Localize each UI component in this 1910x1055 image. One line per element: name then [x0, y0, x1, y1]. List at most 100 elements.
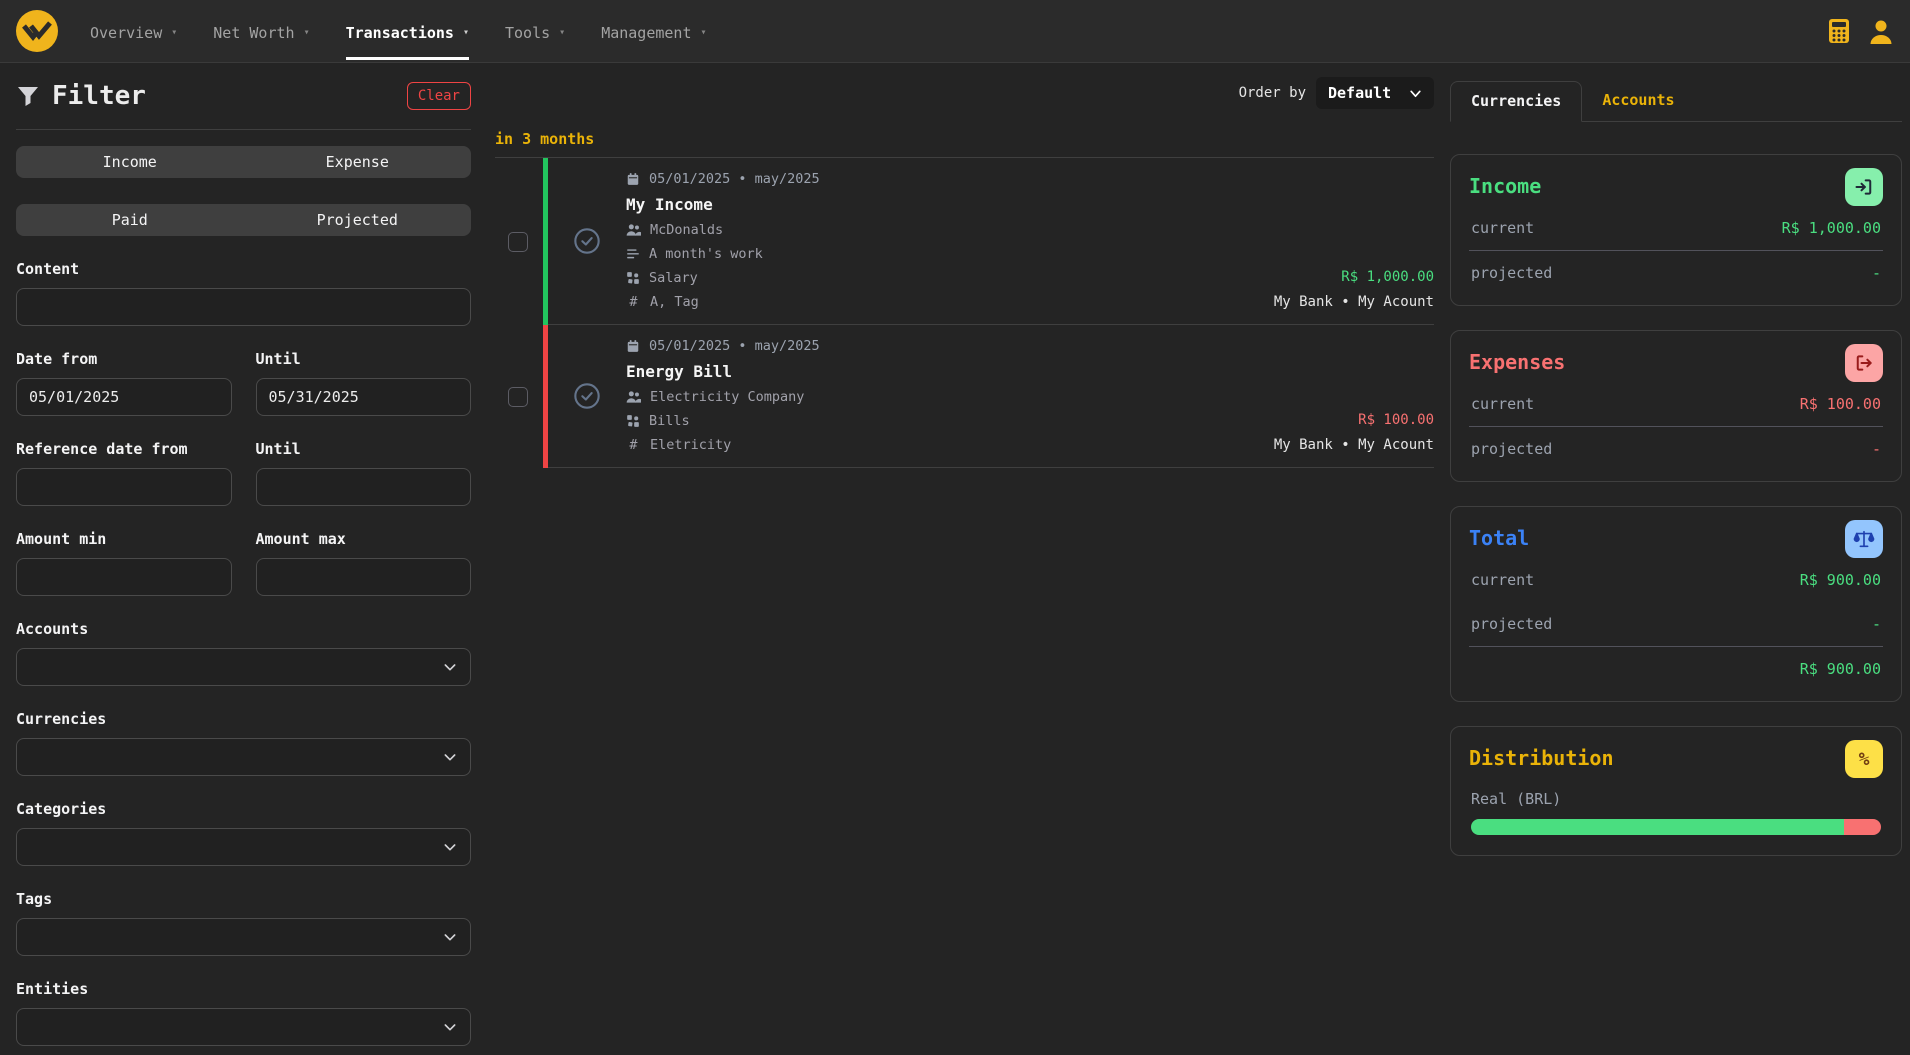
transaction-category-row: Salary: [626, 270, 1274, 286]
app-logo[interactable]: [16, 10, 58, 52]
user-button[interactable]: [1868, 18, 1894, 44]
expenses-current-row: current R$ 100.00: [1469, 382, 1883, 427]
categories-label: Categories: [16, 800, 107, 818]
entities-select[interactable]: [16, 1008, 471, 1046]
paid-status-icon[interactable]: [548, 227, 626, 255]
chevron-down-icon: [444, 754, 456, 761]
transaction-tags-row: # Eletricity: [626, 437, 1274, 453]
order-by-select[interactable]: Default: [1316, 77, 1434, 109]
amount-max-input[interactable]: [255, 558, 471, 596]
content-input[interactable]: [16, 288, 471, 326]
transaction-category: Salary: [649, 270, 698, 286]
chevron-down-icon: ▾: [700, 27, 707, 38]
checkbox-cell: [493, 325, 543, 468]
calculator-button[interactable]: [1828, 18, 1850, 44]
categories-select[interactable]: [16, 828, 471, 866]
transactions-panel: Order by Default in 3 months: [487, 63, 1450, 1055]
date-from-label: Date from: [16, 350, 98, 368]
nav-item-transactions[interactable]: Transactions ▾: [345, 3, 469, 60]
user-icon: [1870, 20, 1892, 44]
expense-toggle-button[interactable]: Expense: [325, 153, 389, 171]
row-label: current: [1471, 395, 1535, 413]
transaction-date-row: 05/01/2025 • may/2025: [626, 338, 1274, 354]
distribution-card: Distribution % Real (BRL): [1450, 726, 1902, 856]
date-until-label: Until: [255, 350, 301, 368]
income-card-header: Income: [1469, 168, 1883, 206]
sign-out-icon: [1845, 344, 1883, 382]
summary-tabs: Currencies Accounts: [1450, 81, 1902, 122]
amount-max-label: Amount max: [255, 530, 346, 548]
reference-date-until-input[interactable]: [255, 468, 471, 506]
distribution-card-header: Distribution %: [1469, 740, 1883, 778]
main-nav: Overview ▾ Net Worth ▾ Transactions ▾ To…: [72, 3, 725, 60]
nav-item-overview[interactable]: Overview ▾: [90, 3, 177, 60]
transaction-checkbox[interactable]: [508, 386, 528, 407]
total-card-title: Total: [1469, 526, 1530, 550]
reference-date-from-label: Reference date from: [16, 440, 188, 458]
hash-icon: #: [629, 294, 638, 310]
tags-select[interactable]: [16, 918, 471, 956]
row-label: projected: [1471, 440, 1553, 458]
accounts-select[interactable]: [16, 648, 471, 686]
transaction-account: My Bank • My Acount: [1273, 294, 1434, 310]
chevron-down-icon: [444, 844, 456, 851]
paid-status-icon[interactable]: [548, 382, 626, 410]
row-label: current: [1471, 219, 1535, 237]
transaction-accent-bar: [543, 158, 548, 325]
tab-currencies[interactable]: Currencies: [1450, 81, 1583, 122]
accounts-label: Accounts: [16, 620, 89, 638]
nav-label: Transactions: [345, 23, 454, 42]
amount-min-input[interactable]: [16, 558, 232, 596]
date-until-input[interactable]: [255, 378, 471, 416]
reference-date-from-input[interactable]: [16, 468, 232, 506]
transaction-description-row: A month's work: [626, 246, 1274, 262]
nav-item-management[interactable]: Management ▾: [601, 3, 706, 60]
row-value: R$ 100.00: [1799, 395, 1881, 413]
chevron-down-icon: [444, 664, 456, 671]
group-header: in 3 months: [495, 130, 1434, 158]
transaction-details: 05/01/2025 • may/2025 My Income McDonald…: [626, 171, 1274, 310]
chevron-down-icon: ▾: [559, 27, 566, 38]
transaction-category: Bills: [649, 413, 690, 429]
chevron-down-icon: ▾: [171, 27, 178, 38]
transaction-amount: R$ 1,000.00: [1341, 269, 1434, 285]
filter-panel: Filter Clear Income Expense Paid Project…: [0, 63, 487, 1055]
total-projected-row: projected -: [1469, 602, 1883, 647]
total-sum-value: R$ 900.00: [1799, 660, 1881, 678]
nav-item-net-worth[interactable]: Net Worth ▾: [213, 3, 309, 60]
row-label: projected: [1471, 615, 1553, 633]
projected-toggle-button[interactable]: Projected: [316, 211, 398, 229]
total-current-row: current R$ 900.00: [1469, 558, 1883, 602]
total-card-header: Total: [1469, 520, 1883, 558]
transaction-tags-row: # A, Tag: [626, 294, 1274, 310]
tab-accounts[interactable]: Accounts: [1602, 91, 1675, 109]
transaction-entity: McDonalds: [650, 222, 724, 238]
order-by-row: Order by Default: [493, 77, 1434, 109]
transaction-checkbox[interactable]: [508, 231, 528, 252]
transaction-tags: A, Tag: [650, 294, 699, 310]
check-circle-icon: [574, 382, 600, 409]
category-icon: [627, 415, 639, 427]
transaction-entity-row: McDonalds: [626, 222, 1274, 238]
check-circle-icon: [574, 227, 600, 254]
income-card-title: Income: [1469, 174, 1542, 198]
nav-item-tools[interactable]: Tools ▾: [505, 3, 565, 60]
clear-filter-button[interactable]: Clear: [406, 82, 471, 110]
wallet-logo-icon: [16, 10, 58, 52]
income-toggle-button[interactable]: Income: [102, 153, 157, 171]
income-card: Income current R$ 1,000.00 projected -: [1450, 154, 1902, 306]
expenses-projected-row: projected -: [1469, 427, 1883, 471]
distribution-card-title: Distribution: [1469, 746, 1614, 770]
category-icon: [627, 272, 639, 284]
transaction-amount-block: R$ 1,000.00 My Bank • My Acount: [1274, 171, 1434, 310]
chevron-down-icon: ▾: [303, 27, 310, 38]
date-from-input[interactable]: [16, 378, 232, 416]
row-value: R$ 1,000.00: [1781, 219, 1881, 237]
transaction-amount: R$ 100.00: [1358, 412, 1434, 428]
transaction-category-row: Bills: [626, 413, 1274, 429]
users-icon: [626, 391, 641, 403]
paid-toggle-button[interactable]: Paid: [111, 211, 148, 229]
currencies-select[interactable]: [16, 738, 471, 776]
row-label: current: [1471, 571, 1535, 589]
sign-in-icon: [1845, 168, 1883, 206]
